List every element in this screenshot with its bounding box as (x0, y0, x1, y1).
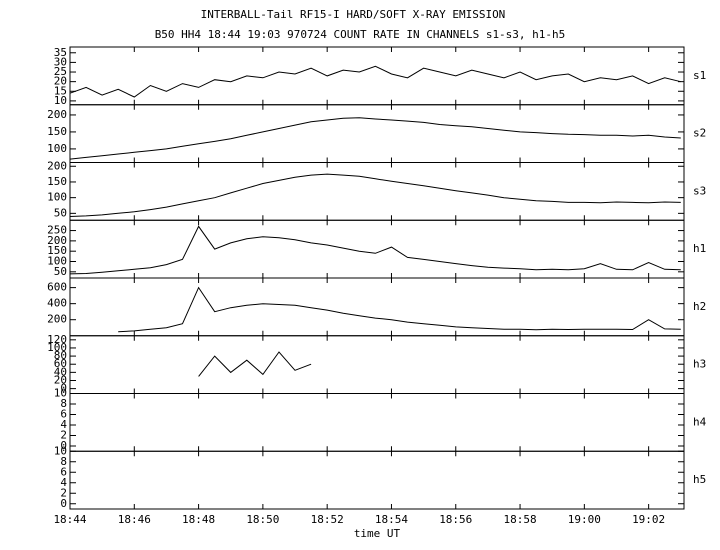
y-tick-label: 6 (60, 465, 67, 478)
y-tick-label: 6 (60, 408, 67, 421)
y-tick-label: 150 (47, 175, 67, 188)
y-tick-label: 0 (60, 439, 67, 452)
y-tick-label: 10 (54, 387, 67, 400)
y-tick-label: 150 (47, 244, 67, 257)
y-tick-label: 4 (60, 418, 67, 431)
x-tick-label: 19:02 (632, 513, 665, 526)
x-tick-label: 18:52 (311, 513, 344, 526)
y-tick-label: 100 (47, 255, 67, 268)
x-tick-label: 18:46 (118, 513, 151, 526)
panel-label: s1 (693, 69, 706, 82)
x-tick-label: 18:54 (375, 513, 408, 526)
y-tick-label: 100 (47, 142, 67, 155)
y-tick-label: 0 (60, 497, 67, 510)
panel-label: h3 (693, 358, 706, 371)
data-line (118, 286, 681, 333)
chart-title: INTERBALL-Tail RF15-I HARD/SOFT X-RAY EM… (201, 8, 506, 21)
data-line (69, 117, 681, 160)
y-tick-label: 2 (60, 486, 67, 499)
y-tick-label: 10 (54, 444, 67, 457)
y-tick-label: 40 (54, 365, 67, 378)
y-tick-label: 15 (54, 84, 67, 97)
panel-frame (69, 450, 685, 510)
x-axis-label: time UT (354, 527, 401, 540)
data-line (198, 351, 312, 377)
y-tick-label: 200 (47, 108, 67, 121)
x-tick-label: 18:56 (439, 513, 472, 526)
x-tick-label: 18:44 (53, 513, 86, 526)
y-tick-label: 100 (47, 191, 67, 204)
x-tick-label: 18:48 (182, 513, 215, 526)
y-tick-label: 200 (47, 159, 67, 172)
y-tick-label: 8 (60, 455, 67, 468)
x-tick-label: 18:50 (246, 513, 279, 526)
y-tick-label: 250 (47, 224, 67, 237)
y-tick-label: 150 (47, 125, 67, 138)
y-tick-label: 4 (60, 476, 67, 489)
y-tick-label: 50 (54, 265, 67, 278)
y-tick-label: 35 (54, 46, 67, 59)
y-tick-label: 120 (47, 333, 67, 346)
y-tick-label: 200 (47, 234, 67, 247)
x-tick-label: 19:00 (568, 513, 601, 526)
y-tick-label: 20 (54, 373, 67, 386)
y-tick-label: 30 (54, 55, 67, 68)
panel-label: s3 (693, 184, 706, 197)
y-tick-label: 60 (54, 357, 67, 370)
panel-label: s2 (693, 127, 706, 140)
y-tick-label: 400 (47, 297, 67, 310)
panel-label: h5 (693, 473, 706, 486)
y-tick-label: 600 (47, 281, 67, 294)
y-tick-label: 50 (54, 206, 67, 219)
data-line (69, 173, 681, 217)
panel-label: h2 (693, 300, 706, 313)
x-tick-label: 18:58 (503, 513, 536, 526)
y-tick-label: 100 (47, 341, 67, 354)
panel-label: h1 (693, 242, 706, 255)
y-tick-label: 80 (54, 349, 67, 362)
y-tick-label: 10 (54, 94, 67, 107)
y-tick-label: 0 (60, 382, 67, 395)
y-tick-label: 20 (54, 75, 67, 88)
y-tick-label: 200 (47, 313, 67, 326)
data-line (69, 65, 681, 98)
data-line (69, 225, 681, 275)
panel-label: h4 (693, 415, 707, 428)
y-tick-label: 2 (60, 429, 67, 442)
y-tick-label: 8 (60, 397, 67, 410)
chart-subtitle: B50 HH4 18:44 19:03 970724 COUNT RATE IN… (155, 28, 566, 41)
y-tick-label: 25 (54, 65, 67, 78)
